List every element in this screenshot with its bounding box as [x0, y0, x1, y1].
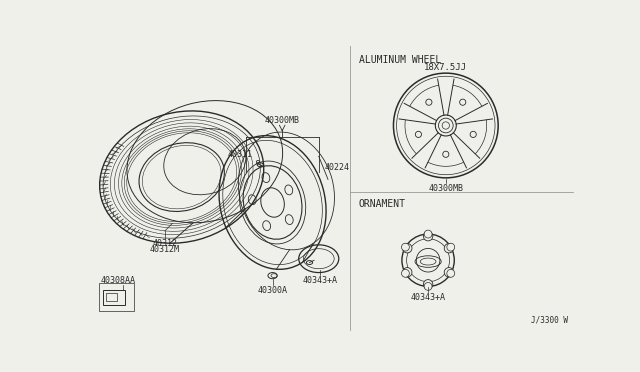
- Circle shape: [401, 269, 410, 277]
- Circle shape: [401, 243, 410, 251]
- Text: 40312M: 40312M: [150, 245, 180, 254]
- Circle shape: [447, 269, 454, 277]
- Bar: [99, 283, 134, 311]
- Circle shape: [424, 230, 432, 238]
- Text: J/3300 W: J/3300 W: [531, 316, 568, 325]
- Circle shape: [403, 267, 412, 277]
- Circle shape: [447, 243, 454, 251]
- Text: 40343+A: 40343+A: [303, 276, 338, 285]
- Text: 40311: 40311: [228, 150, 253, 158]
- Circle shape: [444, 244, 454, 253]
- Text: ALUMINUM WHEEL: ALUMINUM WHEEL: [359, 55, 441, 65]
- Bar: [103, 289, 125, 305]
- Text: 40300A: 40300A: [257, 286, 287, 295]
- Circle shape: [424, 282, 432, 291]
- Text: 40224: 40224: [325, 163, 350, 172]
- Circle shape: [424, 280, 433, 289]
- Text: 18X7.5JJ: 18X7.5JJ: [424, 62, 467, 71]
- Text: 40308AA: 40308AA: [101, 276, 136, 285]
- Circle shape: [403, 244, 412, 253]
- Circle shape: [424, 231, 433, 241]
- Text: 40343+A: 40343+A: [411, 293, 445, 302]
- Text: ORNAMENT: ORNAMENT: [359, 199, 406, 209]
- Bar: [106, 294, 117, 301]
- Circle shape: [444, 267, 454, 277]
- Text: 40312: 40312: [152, 239, 177, 248]
- Text: 40300MB: 40300MB: [265, 116, 300, 125]
- Text: 40300MB: 40300MB: [428, 184, 463, 193]
